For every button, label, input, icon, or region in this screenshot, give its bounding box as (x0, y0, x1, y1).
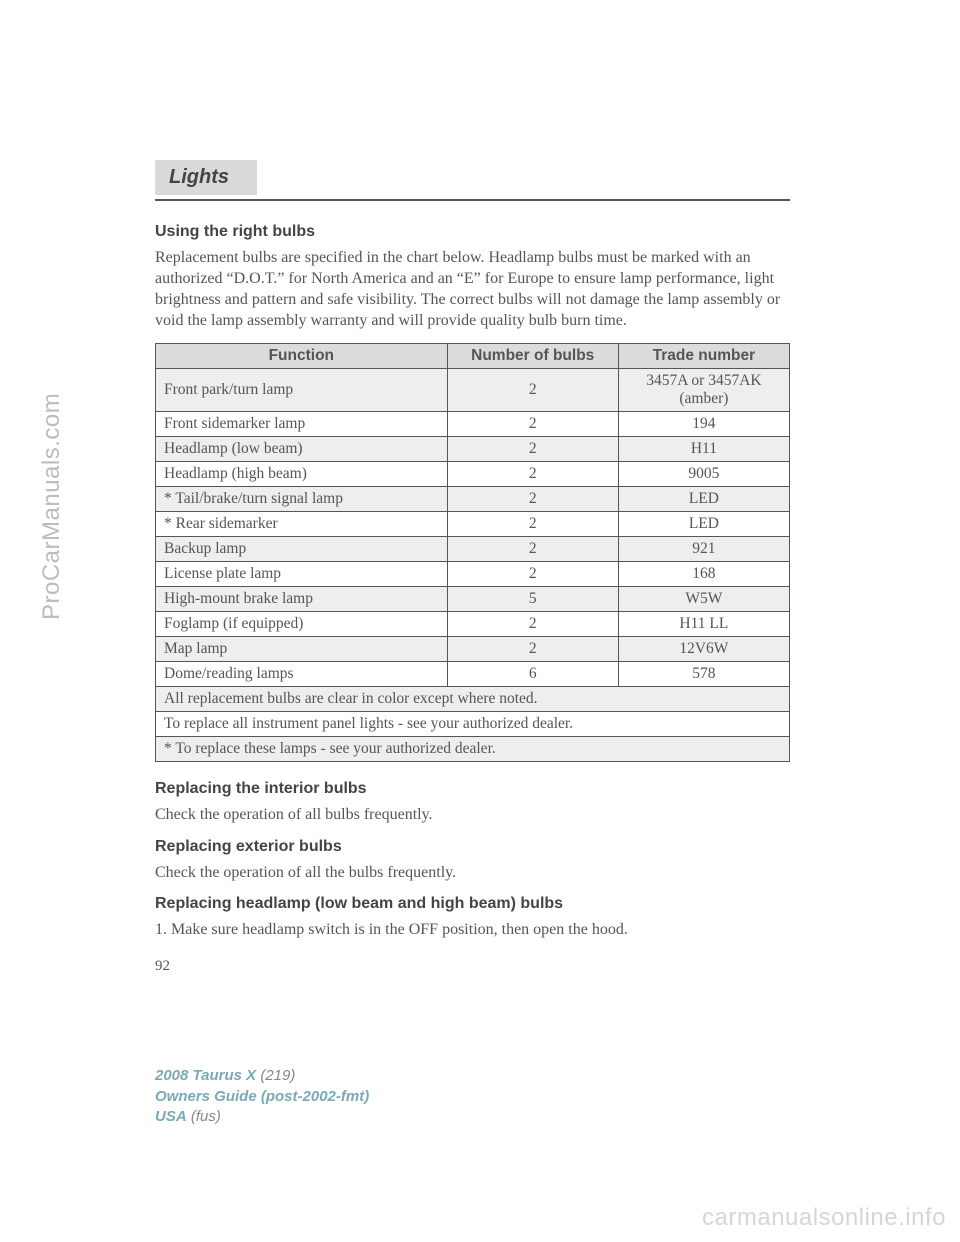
table-note-row: To replace all instrument panel lights -… (156, 712, 790, 737)
cell-trade: H11 (618, 437, 789, 462)
cell-function: Map lamp (156, 637, 448, 662)
table-row: Front sidemarker lamp 2 194 (156, 412, 790, 437)
section-rule (155, 199, 790, 201)
cell-number: 2 (447, 562, 618, 587)
table-row: Backup lamp 2 921 (156, 537, 790, 562)
cell-function: License plate lamp (156, 562, 448, 587)
watermark-left: ProCarManuals.com (38, 393, 66, 620)
col-trade: Trade number (618, 344, 789, 369)
cell-trade: W5W (618, 587, 789, 612)
interior-paragraph: Check the operation of all bulbs frequen… (155, 804, 790, 825)
cell-number: 2 (447, 637, 618, 662)
footer-guide: Owners Guide (post-2002-fmt) (155, 1087, 369, 1107)
page-content: Lights Using the right bulbs Replacement… (0, 0, 960, 975)
table-row: * Rear sidemarker 2 LED (156, 512, 790, 537)
cell-function: High-mount brake lamp (156, 587, 448, 612)
table-row: * Tail/brake/turn signal lamp 2 LED (156, 487, 790, 512)
cell-trade: 921 (618, 537, 789, 562)
cell-function: Front sidemarker lamp (156, 412, 448, 437)
table-row: Headlamp (low beam) 2 H11 (156, 437, 790, 462)
cell-function: * Tail/brake/turn signal lamp (156, 487, 448, 512)
footer-block: 2008 Taurus X (219) Owners Guide (post-2… (155, 1066, 369, 1127)
intro-paragraph: Replacement bulbs are specified in the c… (155, 247, 790, 331)
cell-number: 6 (447, 662, 618, 687)
table-header-row: Function Number of bulbs Trade number (156, 344, 790, 369)
table-note-row: * To replace these lamps - see your auth… (156, 737, 790, 762)
cell-number: 2 (447, 462, 618, 487)
cell-function: Front park/turn lamp (156, 369, 448, 412)
cell-trade: 578 (618, 662, 789, 687)
cell-number: 2 (447, 412, 618, 437)
cell-function: Dome/reading lamps (156, 662, 448, 687)
table-note: * To replace these lamps - see your auth… (156, 737, 790, 762)
heading-headlamp-bulbs: Replacing headlamp (low beam and high be… (155, 895, 790, 913)
footer-model: 2008 Taurus X (155, 1067, 256, 1084)
footer-fus: (fus) (191, 1108, 221, 1125)
table-row: License plate lamp 2 168 (156, 562, 790, 587)
cell-function: Backup lamp (156, 537, 448, 562)
table-note: To replace all instrument panel lights -… (156, 712, 790, 737)
cell-number: 2 (447, 369, 618, 412)
table-row: Front park/turn lamp 2 3457A or 3457AK (… (156, 369, 790, 412)
col-function: Function (156, 344, 448, 369)
table-note-row: All replacement bulbs are clear in color… (156, 687, 790, 712)
table-row: Map lamp 2 12V6W (156, 637, 790, 662)
footer-usa: USA (155, 1108, 187, 1125)
cell-trade: 3457A or 3457AK (amber) (618, 369, 789, 412)
cell-trade: H11 LL (618, 612, 789, 637)
cell-number: 2 (447, 487, 618, 512)
watermark-bottom: carmanualsonline.info (702, 1204, 946, 1232)
section-tab: Lights (155, 160, 257, 195)
exterior-paragraph: Check the operation of all the bulbs fre… (155, 862, 790, 883)
footer-code: (219) (260, 1067, 295, 1084)
cell-trade: 12V6W (618, 637, 789, 662)
cell-trade: 168 (618, 562, 789, 587)
heading-interior-bulbs: Replacing the interior bulbs (155, 780, 790, 798)
table-row: Headlamp (high beam) 2 9005 (156, 462, 790, 487)
cell-function: Headlamp (high beam) (156, 462, 448, 487)
cell-number: 2 (447, 437, 618, 462)
page-number: 92 (155, 958, 790, 975)
cell-trade: LED (618, 512, 789, 537)
cell-function: Headlamp (low beam) (156, 437, 448, 462)
table-row: High-mount brake lamp 5 W5W (156, 587, 790, 612)
heading-using-bulbs: Using the right bulbs (155, 223, 790, 241)
cell-number: 2 (447, 537, 618, 562)
cell-number: 2 (447, 612, 618, 637)
cell-trade: 194 (618, 412, 789, 437)
bulbs-table: Function Number of bulbs Trade number Fr… (155, 343, 790, 762)
cell-trade: LED (618, 487, 789, 512)
cell-trade: 9005 (618, 462, 789, 487)
cell-function: Foglamp (if equipped) (156, 612, 448, 637)
col-number: Number of bulbs (447, 344, 618, 369)
cell-number: 2 (447, 512, 618, 537)
cell-number: 5 (447, 587, 618, 612)
table-row: Dome/reading lamps 6 578 (156, 662, 790, 687)
table-note: All replacement bulbs are clear in color… (156, 687, 790, 712)
heading-exterior-bulbs: Replacing exterior bulbs (155, 838, 790, 856)
table-row: Foglamp (if equipped) 2 H11 LL (156, 612, 790, 637)
headlamp-step-1: 1. Make sure headlamp switch is in the O… (155, 919, 790, 940)
cell-function: * Rear sidemarker (156, 512, 448, 537)
